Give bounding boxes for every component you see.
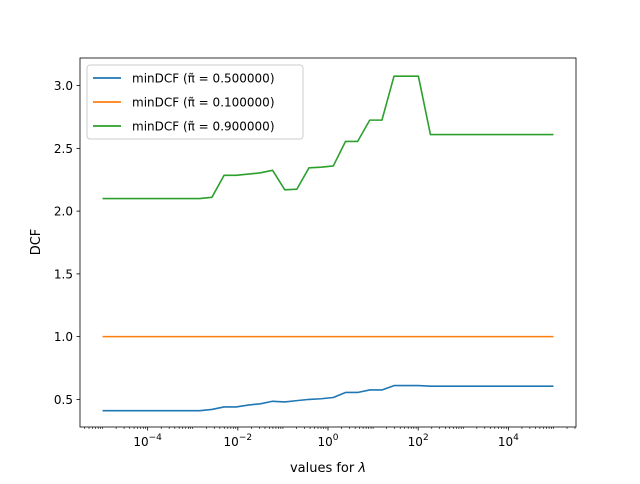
legend-box [86, 64, 304, 140]
x-tick-label: 10−4 [133, 433, 162, 449]
y-tick-label: 0.5 [54, 393, 73, 407]
x-tick-label: 10−2 [224, 433, 253, 449]
y-tick-label: 3.0 [54, 79, 73, 93]
y-tick-label: 2.0 [54, 205, 73, 219]
y-tick-label: 1.5 [54, 267, 73, 281]
y-tick-label: 2.5 [54, 142, 73, 156]
x-tick-label: 102 [408, 433, 429, 449]
series-line-2 [102, 75, 554, 200]
legend-label-0: minDCF (π̃ = 0.500000) [132, 72, 275, 86]
legend-label-1: minDCF (π̃ = 0.100000) [132, 96, 275, 110]
x-axis-ticks: 10−4 10−2 100 102 104 [84, 427, 576, 449]
y-axis-ticks: 0.5 1.0 1.5 2.0 2.5 3.0 [54, 79, 80, 407]
y-tick-label: 1.0 [54, 330, 73, 344]
legend: minDCF (π̃ = 0.500000) minDCF (π̃ = 0.100… [86, 64, 304, 140]
legend-label-2: minDCF (π̃ = 0.900000) [132, 120, 275, 134]
series-line-0 [102, 384, 554, 412]
x-axis-label: values for λ [290, 461, 366, 476]
plot-lines [102, 75, 554, 412]
x-tick-label: 104 [498, 433, 519, 449]
x-tick-label: 100 [317, 433, 338, 449]
y-axis-label: DCF [29, 229, 44, 256]
